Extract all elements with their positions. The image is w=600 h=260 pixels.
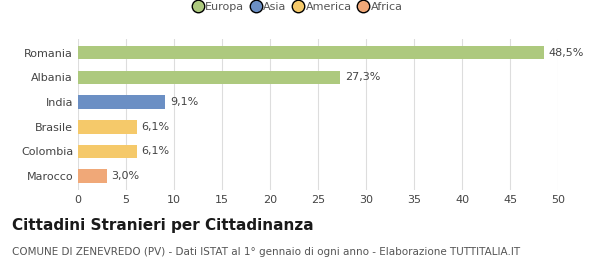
Bar [78, 120, 137, 134]
Bar [78, 46, 544, 60]
Text: 6,1%: 6,1% [142, 146, 169, 157]
Text: 9,1%: 9,1% [170, 97, 199, 107]
Text: 3,0%: 3,0% [112, 171, 140, 181]
Bar [78, 95, 166, 109]
Text: Cittadini Stranieri per Cittadinanza: Cittadini Stranieri per Cittadinanza [12, 218, 314, 233]
Bar [78, 145, 137, 158]
Text: 6,1%: 6,1% [142, 122, 169, 132]
Bar [78, 70, 340, 84]
Text: 27,3%: 27,3% [345, 72, 380, 82]
Legend: Europa, Asia, America, Africa: Europa, Asia, America, Africa [193, 0, 404, 15]
Text: 48,5%: 48,5% [548, 48, 584, 58]
Text: COMUNE DI ZENEVREDO (PV) - Dati ISTAT al 1° gennaio di ogni anno - Elaborazione : COMUNE DI ZENEVREDO (PV) - Dati ISTAT al… [12, 247, 520, 257]
Bar [78, 169, 107, 183]
